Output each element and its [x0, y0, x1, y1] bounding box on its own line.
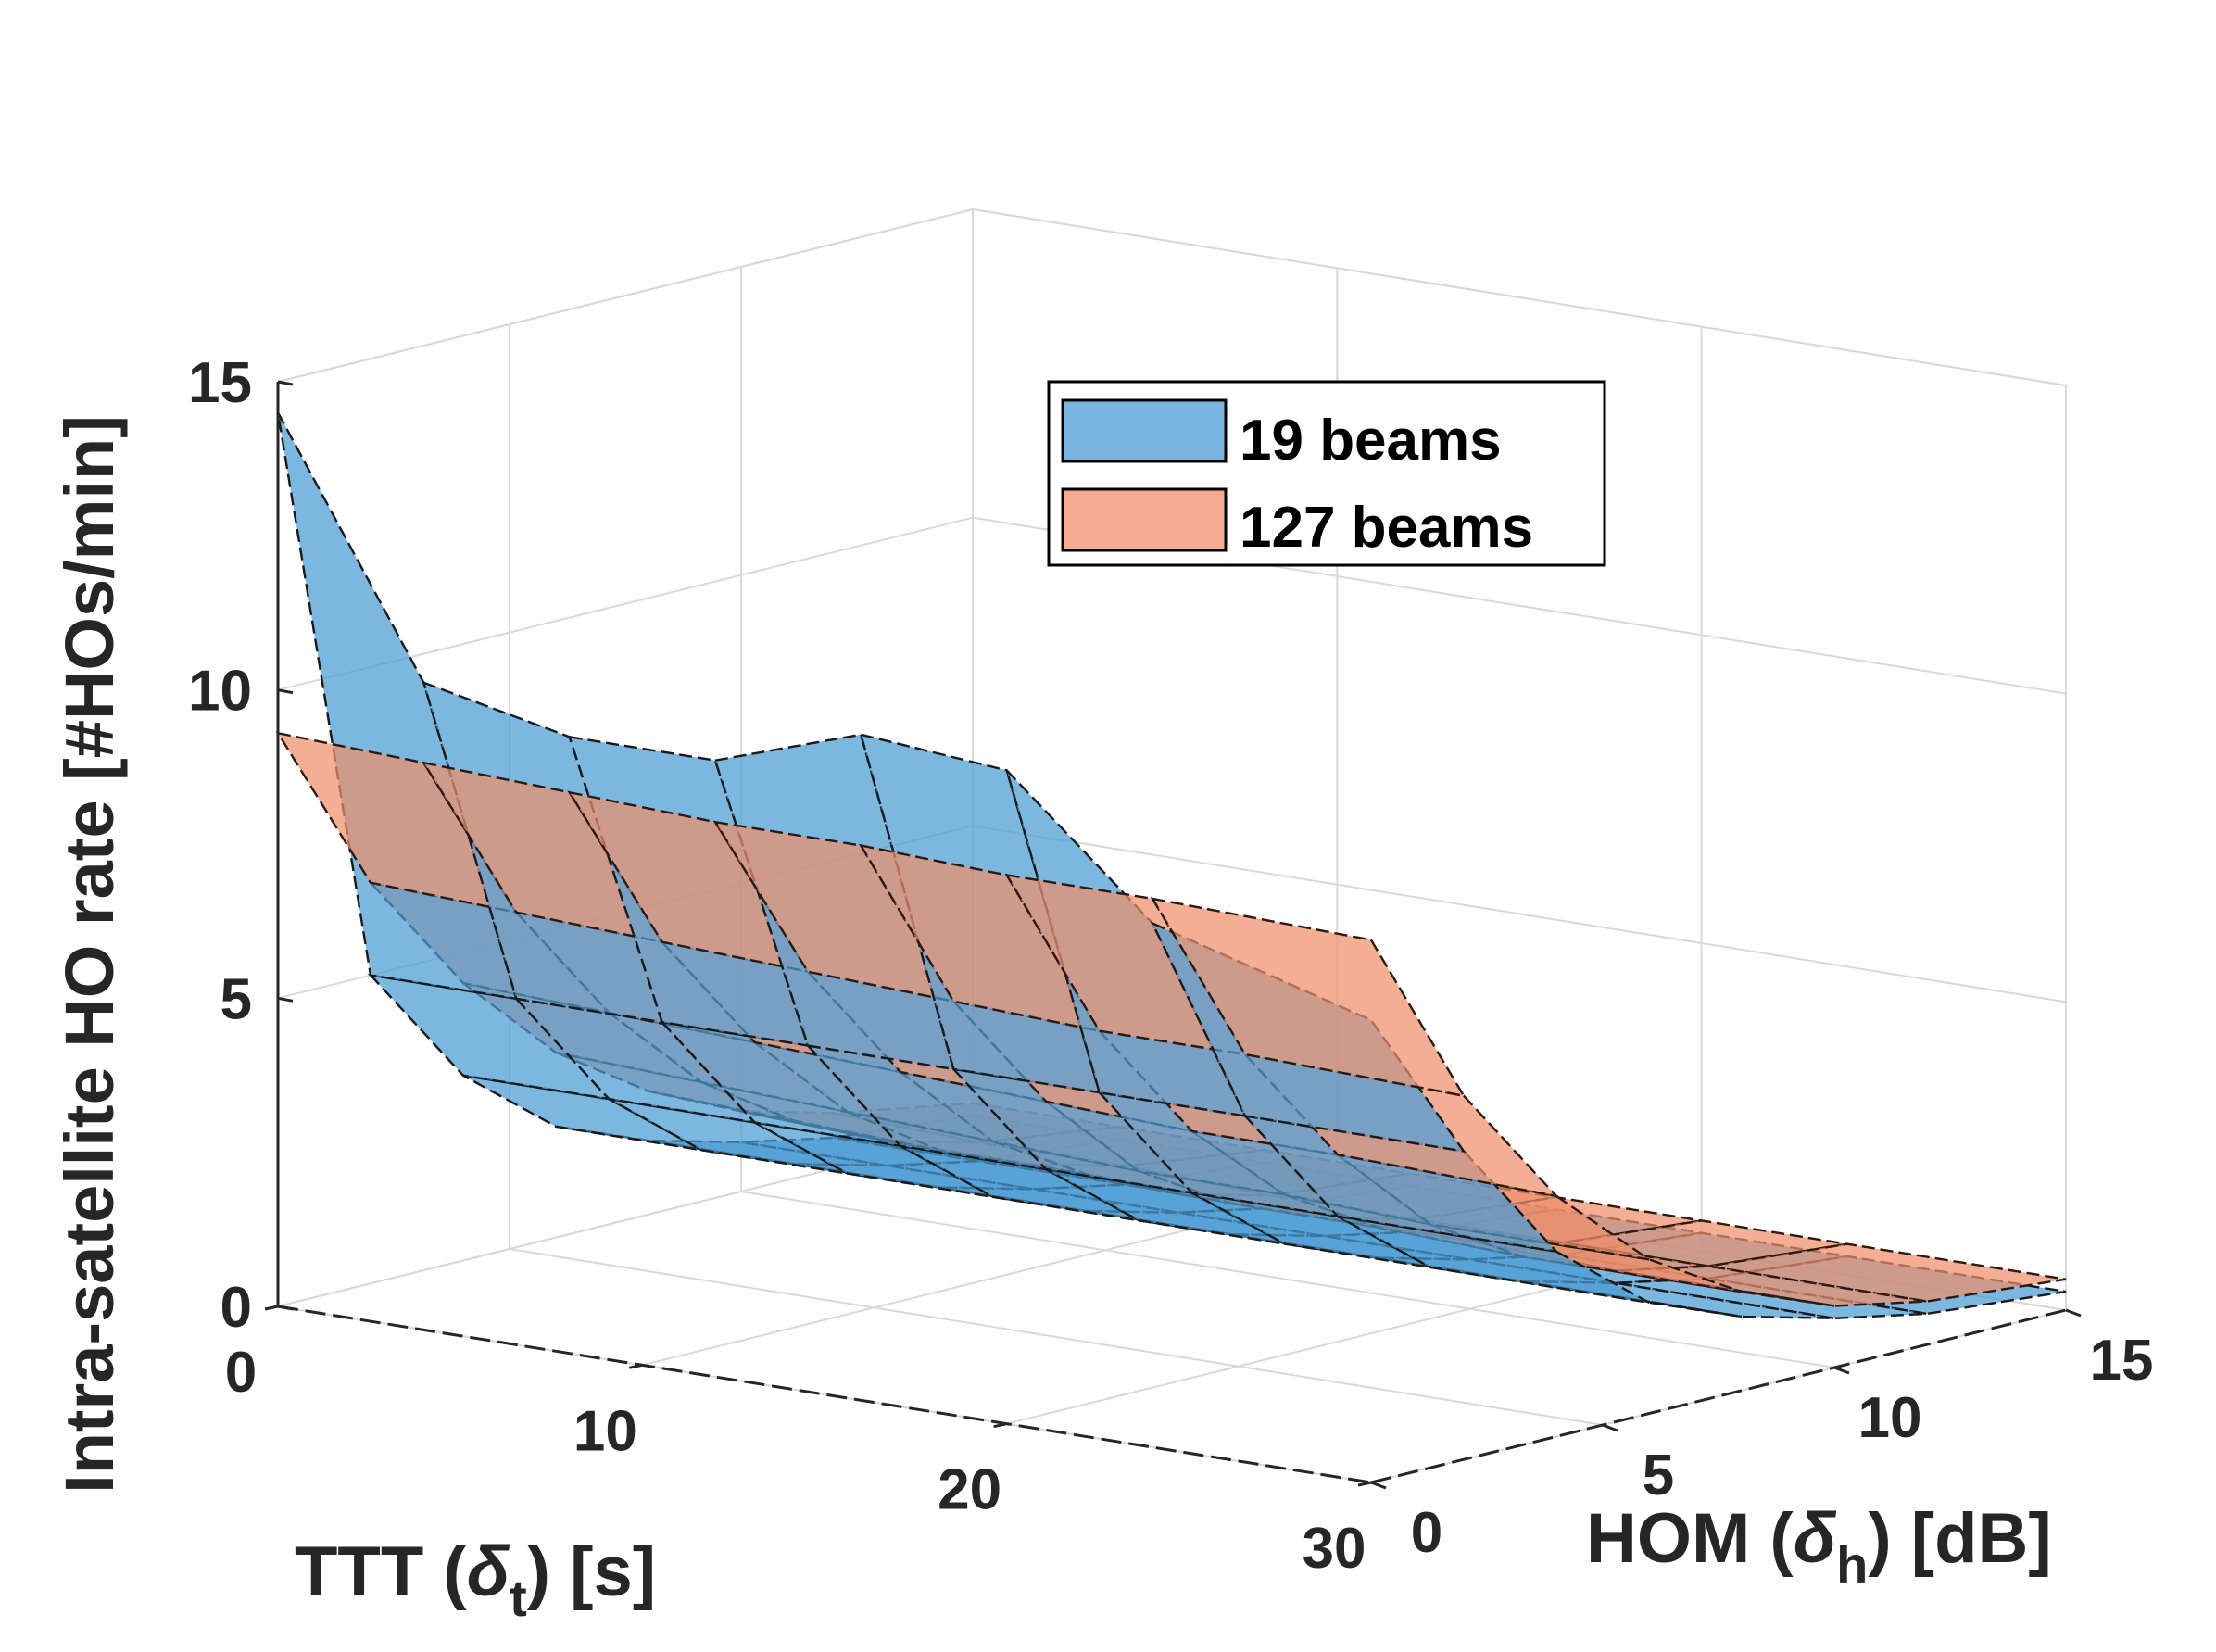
surface-patch-127-beams: [1150, 897, 1467, 1098]
y-tick-label: 5: [1643, 1444, 1674, 1507]
grid-line: [1370, 1309, 2067, 1483]
surface-patch-127-beams: [858, 843, 1102, 1033]
x-tick-label: 0: [225, 1341, 257, 1405]
x-tick: [993, 1422, 1007, 1429]
z-axis-label: Intra-satellite HO rate [#HOs/min]: [51, 415, 128, 1494]
axes-layer: [276, 382, 2067, 1484]
surface-patch-127-beams: [1707, 1242, 2067, 1303]
x-tick-label: 20: [938, 1458, 1001, 1522]
y-tick-label: 15: [2090, 1329, 2154, 1393]
x-tick: [264, 1305, 279, 1311]
x-tick: [1357, 1481, 1372, 1487]
surface-patch-127-beams: [712, 820, 956, 1003]
z-tick-label: 15: [188, 351, 252, 415]
legend-swatch-127-beams: [1061, 487, 1228, 552]
z-tick: [277, 996, 294, 1003]
x-tick-label: 30: [1303, 1517, 1366, 1581]
x-axis-line: [277, 1305, 1372, 1484]
z-tick-label: 0: [220, 1276, 252, 1340]
y-tick-label: 0: [1411, 1501, 1442, 1565]
z-tick-label: 10: [188, 660, 252, 724]
legend-swatch-19-beams: [1061, 398, 1228, 463]
grid-line: [972, 825, 2067, 1003]
z-tick: [277, 380, 294, 386]
grid-line: [277, 1305, 1372, 1483]
surface-layer: [275, 411, 2067, 1320]
grid-line: [740, 1191, 1835, 1368]
legend: 19 beams 127 beams: [1047, 380, 1606, 567]
ticks-layer: 0 5 10 15 0 10 20 30 0 5 10 15: [188, 351, 2153, 1581]
z-tick: [277, 688, 294, 695]
box-edge: [277, 208, 974, 383]
x-axis-label: TTT (δt) [s]: [295, 1532, 656, 1627]
y-tick: [2065, 1308, 2082, 1318]
x-tick: [629, 1363, 643, 1369]
box-edge: [972, 208, 2067, 386]
grid-line: [509, 1248, 1604, 1426]
surface-patch-19-beams: [1337, 1215, 1650, 1304]
z-tick: [277, 1305, 294, 1311]
y-axis-line: [1370, 1308, 2067, 1484]
surface-patch-19-beams: [1241, 1114, 1560, 1254]
legend-label-19-beams: 19 beams: [1240, 409, 1502, 473]
y-tick: [1602, 1423, 1618, 1432]
legend-label-127-beams: 127 beams: [1240, 496, 1533, 560]
x-tick-label: 10: [573, 1399, 637, 1463]
y-tick: [1370, 1481, 1387, 1490]
y-axis-label: HOM (δh) [dB]: [1586, 1499, 2052, 1594]
y-tick: [1833, 1366, 1850, 1375]
z-tick-label: 5: [220, 967, 252, 1031]
y-tick-label: 10: [1858, 1386, 1922, 1450]
surface-patch-127-beams: [1004, 873, 1248, 1056]
